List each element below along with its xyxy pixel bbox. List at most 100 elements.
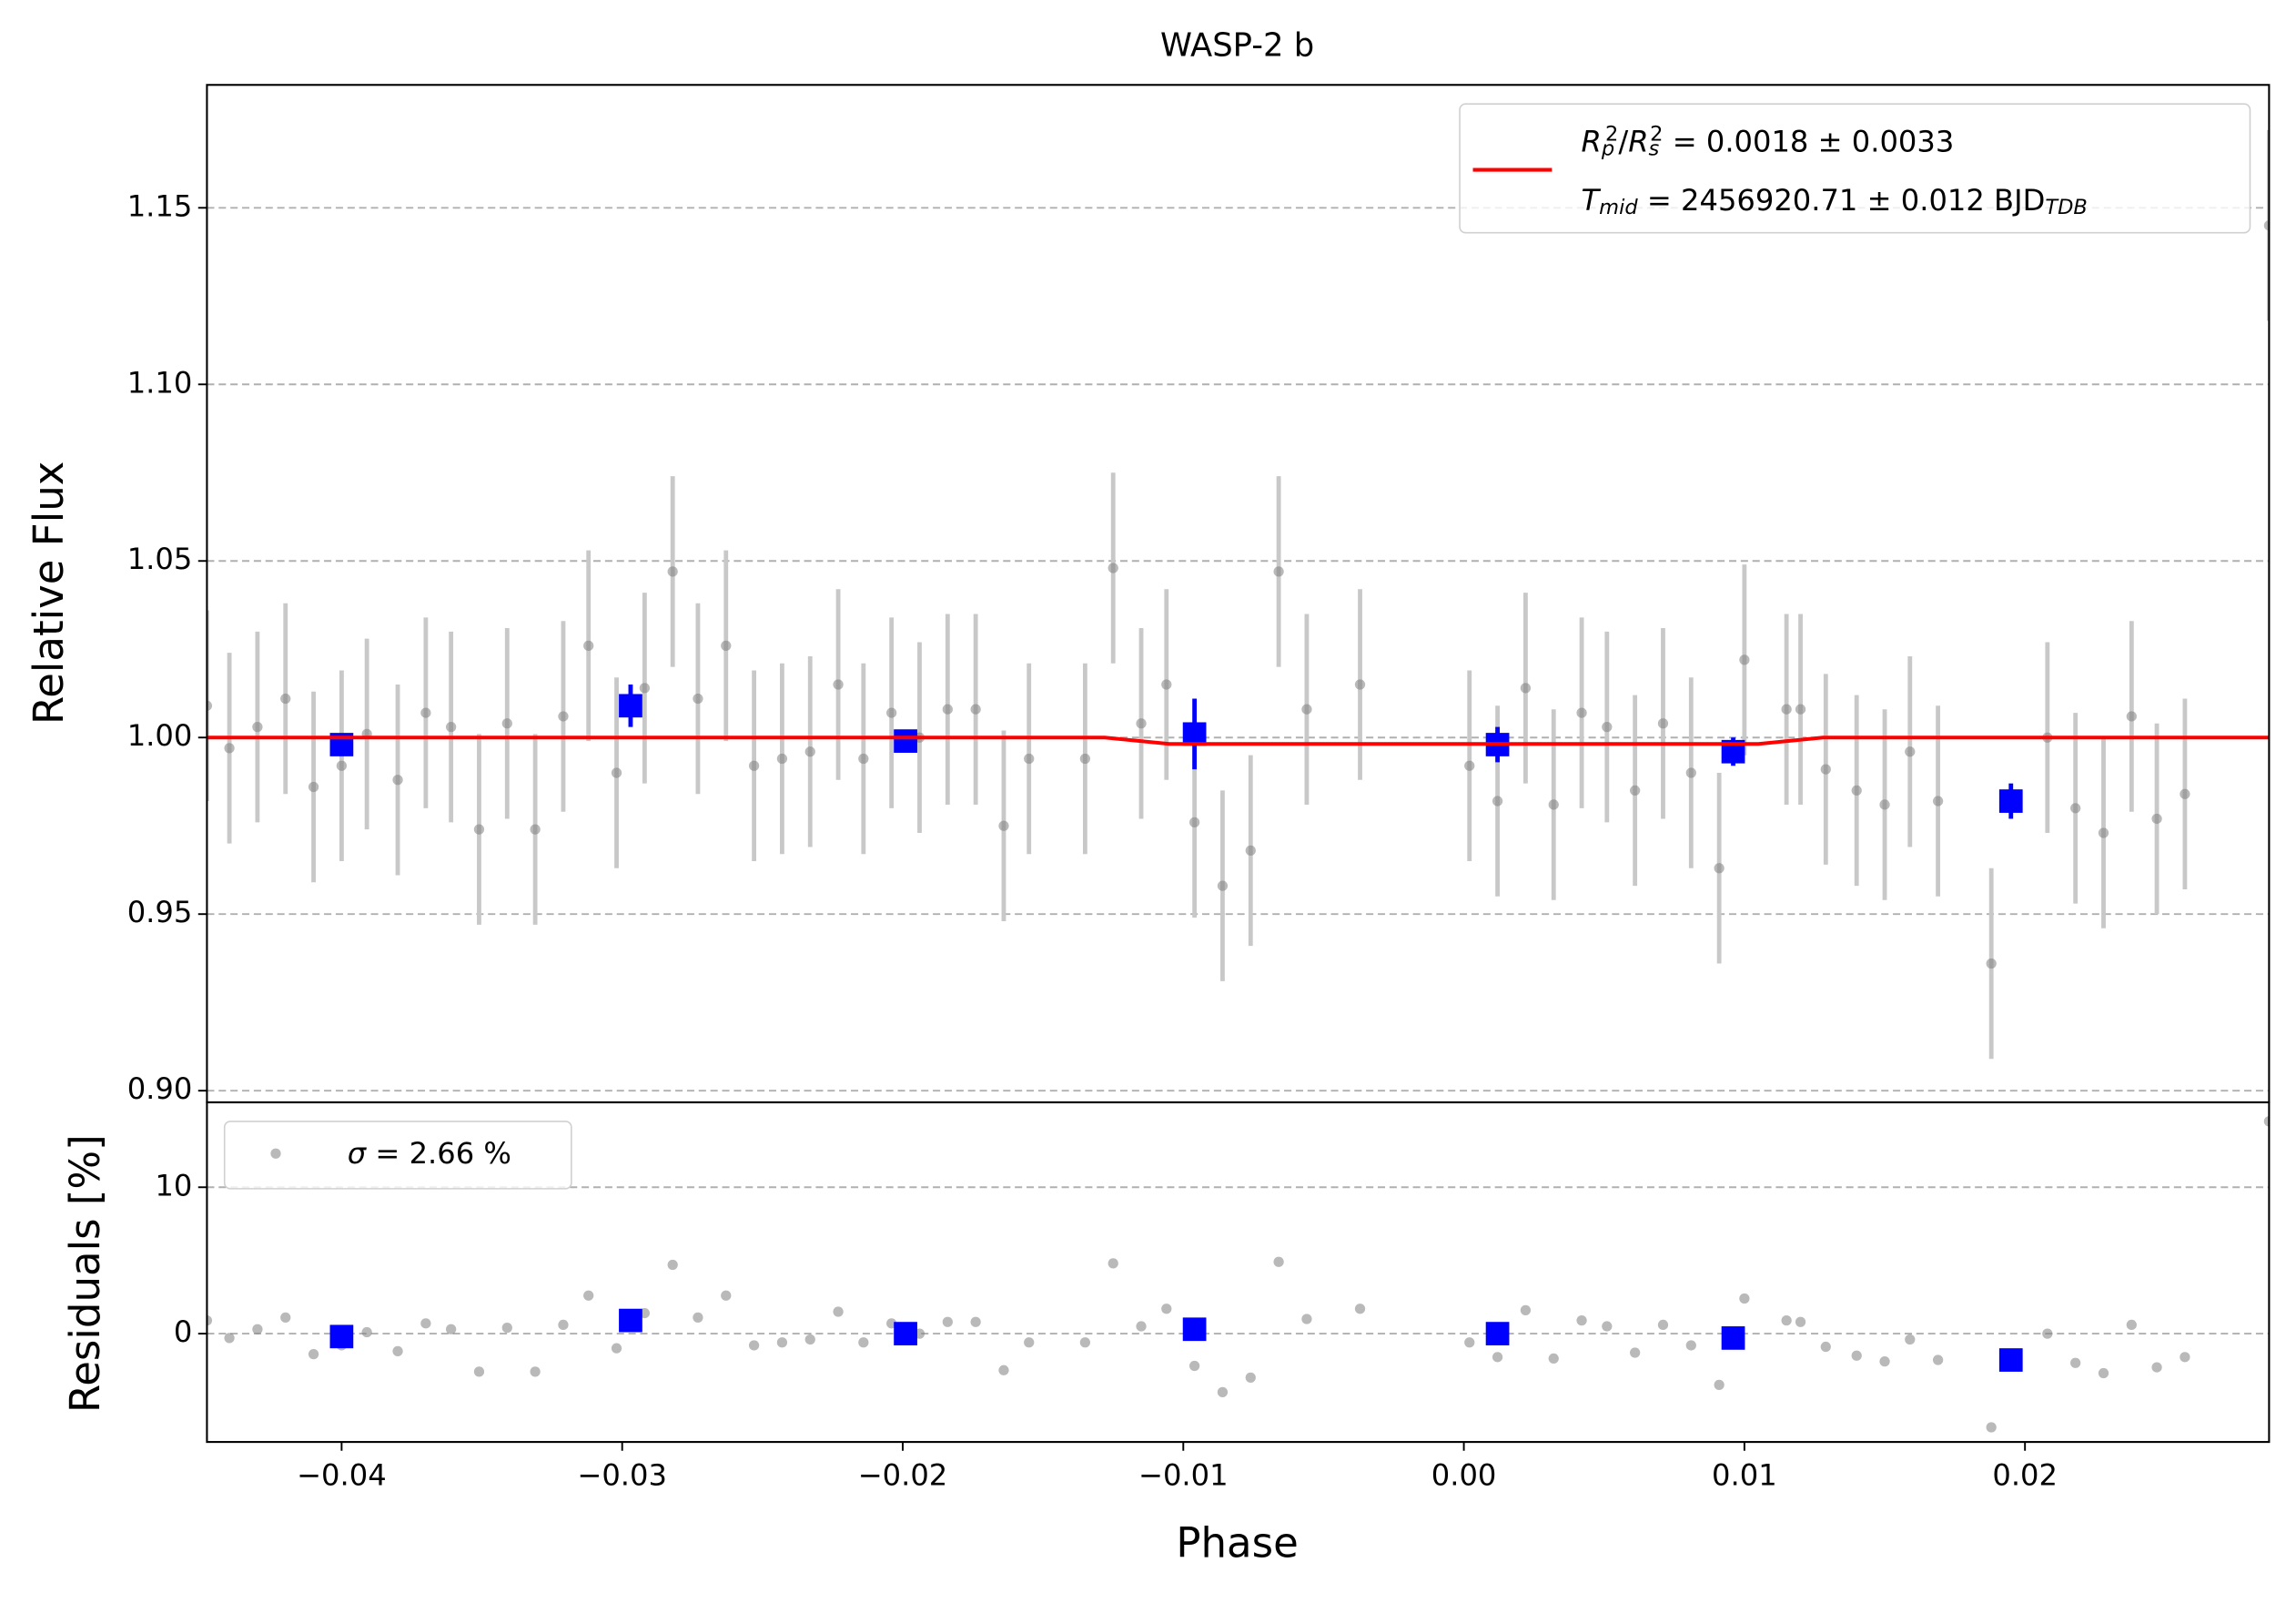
residual-point <box>1905 1334 1916 1345</box>
data-point <box>1986 958 1997 969</box>
data-point <box>2126 711 2137 722</box>
data-point <box>1795 704 1806 715</box>
residual-point <box>776 1337 788 1348</box>
binned-residual <box>1182 1317 1207 1342</box>
binned-residual <box>894 1322 917 1345</box>
residual-point <box>2151 1362 2162 1373</box>
data-point <box>1820 764 1831 775</box>
x-tick-label: −0.02 <box>858 1458 948 1493</box>
axes-frame <box>206 84 2271 1104</box>
data-point <box>420 707 431 718</box>
residual-point <box>693 1312 703 1324</box>
residual-point <box>1657 1319 1669 1331</box>
data-point <box>1657 718 1669 729</box>
legend-box <box>1459 103 2251 234</box>
residual-point <box>1602 1321 1613 1332</box>
residual-point <box>611 1343 622 1354</box>
data-point <box>1932 796 1944 807</box>
data-point <box>280 693 291 705</box>
data-point <box>392 775 403 786</box>
x-tick-label: 0.01 <box>1712 1458 1777 1493</box>
residual-point <box>942 1316 953 1327</box>
residual-point <box>1273 1256 1284 1267</box>
legend-text-part: mid <box>1599 196 1638 219</box>
residual-point <box>804 1334 815 1345</box>
residual-point <box>1548 1353 1559 1365</box>
residual-point <box>207 1314 213 1326</box>
data-point <box>998 820 1009 831</box>
data-point <box>252 721 263 733</box>
x-tick-label: −0.01 <box>1138 1458 1229 1493</box>
residual-point <box>1781 1314 1792 1326</box>
y-tick-label: 1.00 <box>127 718 193 753</box>
binned-point <box>619 694 642 718</box>
data-point <box>886 707 897 718</box>
residual-point <box>308 1348 319 1360</box>
data-point <box>1576 707 1587 718</box>
residual-point <box>2180 1352 2190 1363</box>
data-point <box>1464 760 1475 771</box>
residual-point <box>1685 1340 1696 1351</box>
residual-point <box>361 1326 372 1338</box>
data-point <box>1714 863 1725 874</box>
data-point <box>970 704 981 715</box>
data-point <box>1602 721 1613 733</box>
data-point <box>1492 796 1503 807</box>
y-axis-label: Relative Flux <box>25 462 73 725</box>
residual-point <box>446 1324 457 1334</box>
residual-point <box>970 1316 981 1327</box>
residual-point <box>1520 1304 1532 1315</box>
binned-point <box>1998 789 2023 813</box>
residual-point <box>1217 1386 1229 1398</box>
legend-box <box>223 1121 572 1190</box>
data-point <box>1024 753 1035 765</box>
y-tick-label: 0 <box>174 1314 192 1349</box>
legend-label: Rp2/Rs2 = 0.0018 ± 0.0033 <box>1582 123 1955 161</box>
data-point <box>1905 746 1916 757</box>
residual-point <box>998 1365 1009 1375</box>
data-point <box>558 711 569 722</box>
data-point <box>858 753 869 765</box>
data-point <box>2070 803 2081 814</box>
data-point <box>1879 799 1890 810</box>
residual-point <box>280 1312 291 1324</box>
residual-point <box>1354 1304 1366 1314</box>
data-point <box>1245 845 1256 857</box>
residual-point <box>2042 1328 2053 1339</box>
residual-point <box>420 1318 431 1329</box>
y-tick-label: 0.90 <box>127 1071 193 1106</box>
data-point <box>2151 813 2162 825</box>
binned-residual <box>619 1308 642 1333</box>
residual-point <box>1464 1337 1475 1348</box>
data-point <box>446 721 457 733</box>
legend-text-part: s <box>1649 137 1660 161</box>
binned-point <box>894 729 917 753</box>
data-point <box>1161 679 1172 690</box>
data-point <box>1301 704 1312 715</box>
y-tick-label: 0.95 <box>127 895 193 929</box>
data-point <box>833 679 844 690</box>
data-point <box>2098 827 2109 838</box>
data-point <box>530 824 541 835</box>
data-point <box>804 746 815 757</box>
residual-point <box>1851 1350 1862 1361</box>
data-point <box>721 640 732 651</box>
residual-point <box>1630 1347 1641 1358</box>
x-tick-label: 0.02 <box>1992 1458 2058 1493</box>
residual-point <box>1161 1304 1172 1314</box>
residual-point <box>252 1324 263 1334</box>
residual-point <box>1714 1379 1725 1391</box>
residual-point <box>1024 1337 1035 1348</box>
data-point <box>1079 753 1091 765</box>
y-tick-label: 10 <box>155 1168 192 1202</box>
data-point <box>2263 220 2270 231</box>
legend-text-part: 2 <box>1605 123 1618 147</box>
residual-point <box>1079 1337 1091 1348</box>
legend-text-part: = 2.66 % <box>366 1136 511 1171</box>
data-point <box>224 743 235 754</box>
plot-area <box>207 1116 2270 1433</box>
data-point <box>1630 785 1641 796</box>
residual-point <box>1986 1422 1997 1433</box>
residual-point <box>1301 1314 1312 1324</box>
data-point <box>1136 718 1147 729</box>
